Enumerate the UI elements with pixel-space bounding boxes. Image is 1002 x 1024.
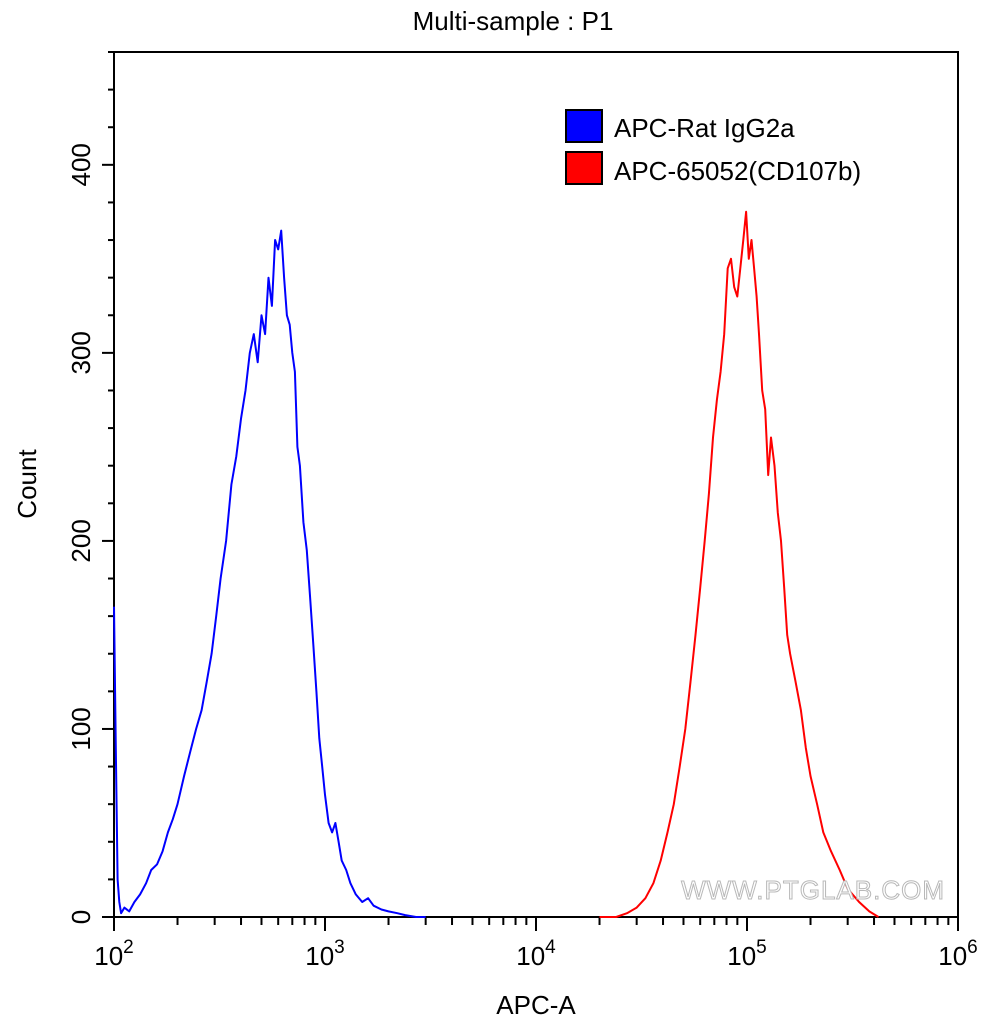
x-tick-label: 105 bbox=[727, 937, 767, 971]
x-tick-label: 103 bbox=[305, 937, 345, 971]
y-tick-label: 100 bbox=[66, 707, 96, 750]
legend-swatch-series-0 bbox=[565, 109, 603, 143]
x-tick-label: 102 bbox=[94, 937, 134, 971]
legend-swatch-series-1 bbox=[565, 151, 603, 185]
y-tick-label: 400 bbox=[66, 143, 96, 186]
watermark-text: WWW.PTGLAB.COM bbox=[681, 875, 945, 905]
chart-title: Multi-sample : P1 bbox=[413, 6, 614, 36]
legend: APC-Rat IgG2a APC-65052(CD107b) bbox=[565, 109, 861, 186]
legend-label-series-0: APC-Rat IgG2a bbox=[614, 113, 795, 143]
x-axis-ticks: 102 103 104 105 106 bbox=[94, 917, 978, 971]
x-tick-label: 106 bbox=[938, 937, 978, 971]
y-tick-label: 300 bbox=[66, 331, 96, 374]
x-axis-label: APC-A bbox=[496, 990, 576, 1020]
y-axis-ticks: 0 100 200 300 400 bbox=[66, 51, 114, 924]
series-line-0 bbox=[113, 229, 426, 918]
y-tick-label: 0 bbox=[66, 910, 96, 924]
legend-label-series-1: APC-65052(CD107b) bbox=[614, 156, 861, 186]
series-layer bbox=[113, 210, 880, 918]
y-axis-label: Count bbox=[12, 449, 42, 519]
series-line-1 bbox=[599, 210, 880, 918]
y-tick-label: 200 bbox=[66, 519, 96, 562]
x-tick-label: 104 bbox=[516, 937, 556, 971]
